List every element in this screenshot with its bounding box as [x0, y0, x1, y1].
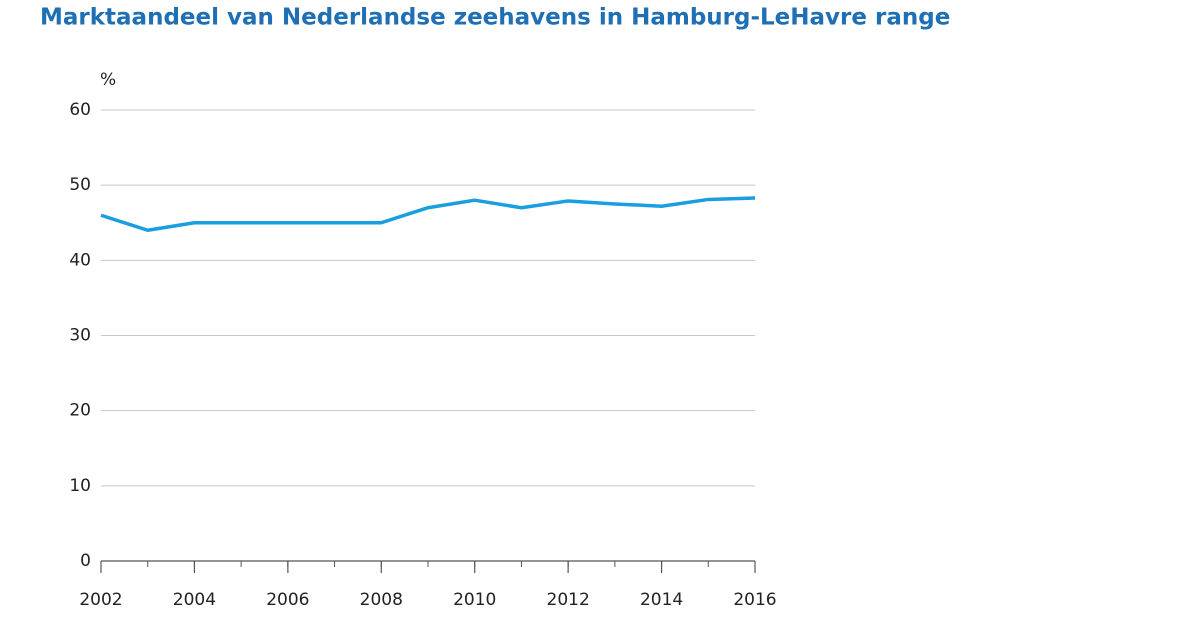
y-tick-label: 10 — [69, 476, 91, 496]
y-axis-label: % — [100, 70, 116, 90]
x-tick-label: 2010 — [453, 590, 496, 610]
y-tick-label: 30 — [69, 326, 91, 346]
y-tick-label: 50 — [69, 175, 91, 195]
chart-title: Marktaandeel van Nederlandse zeehavens i… — [40, 5, 950, 31]
x-tick-label: 2002 — [79, 590, 122, 610]
y-tick-label: 60 — [69, 100, 91, 120]
x-tick-label: 2006 — [266, 590, 309, 610]
y-tick-label: 20 — [69, 401, 91, 421]
x-tick-label: 2016 — [733, 590, 776, 610]
y-tick-label: 40 — [69, 250, 91, 270]
x-tick-label: 2012 — [547, 590, 590, 610]
x-tick-label: 2004 — [173, 590, 216, 610]
y-tick-label: 0 — [80, 551, 91, 571]
x-tick-label: 2008 — [360, 590, 403, 610]
data-line — [100, 196, 756, 233]
x-tick-label: 2014 — [640, 590, 683, 610]
